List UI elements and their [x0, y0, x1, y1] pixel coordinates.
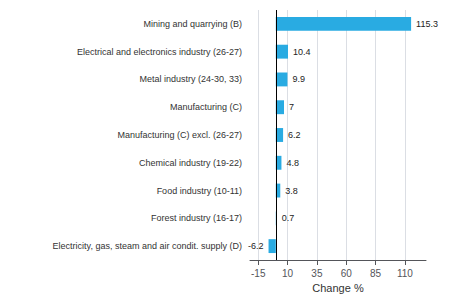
svg-text:Forest industry (16-17): Forest industry (16-17): [151, 213, 242, 223]
svg-text:Change %: Change %: [312, 282, 364, 294]
svg-text:-6.2: -6.2: [248, 241, 264, 251]
svg-text:7: 7: [289, 102, 294, 112]
svg-text:4.8: 4.8: [286, 158, 299, 168]
svg-text:115.3: 115.3: [416, 19, 438, 29]
svg-text:10.4: 10.4: [293, 47, 311, 57]
svg-text:Mining and quarrying (B): Mining and quarrying (B): [143, 19, 242, 29]
svg-text:Manufacturing (C) excl. (26-27: Manufacturing (C) excl. (26-27): [117, 130, 242, 140]
svg-text:Electricity, gas, steam and ai: Electricity, gas, steam and air condit. …: [53, 241, 242, 251]
svg-text:Food industry (10-11): Food industry (10-11): [157, 186, 242, 196]
svg-text:9.9: 9.9: [292, 74, 305, 84]
svg-text:6.2: 6.2: [288, 130, 301, 140]
svg-text:10: 10: [282, 268, 294, 279]
svg-text:Electrical and electronics ind: Electrical and electronics industry (26-…: [77, 47, 242, 57]
svg-text:-15: -15: [251, 268, 266, 279]
svg-text:Chemical industry (19-22): Chemical industry (19-22): [139, 158, 242, 168]
svg-text:Manufacturing (C): Manufacturing (C): [170, 102, 242, 112]
svg-text:0.7: 0.7: [282, 213, 295, 223]
svg-text:110: 110: [397, 268, 413, 279]
svg-text:3.8: 3.8: [285, 186, 298, 196]
svg-text:60: 60: [341, 268, 353, 279]
svg-text:Metal industry (24-30, 33): Metal industry (24-30, 33): [139, 74, 242, 84]
svg-text:85: 85: [370, 268, 382, 279]
svg-text:35: 35: [311, 268, 323, 279]
